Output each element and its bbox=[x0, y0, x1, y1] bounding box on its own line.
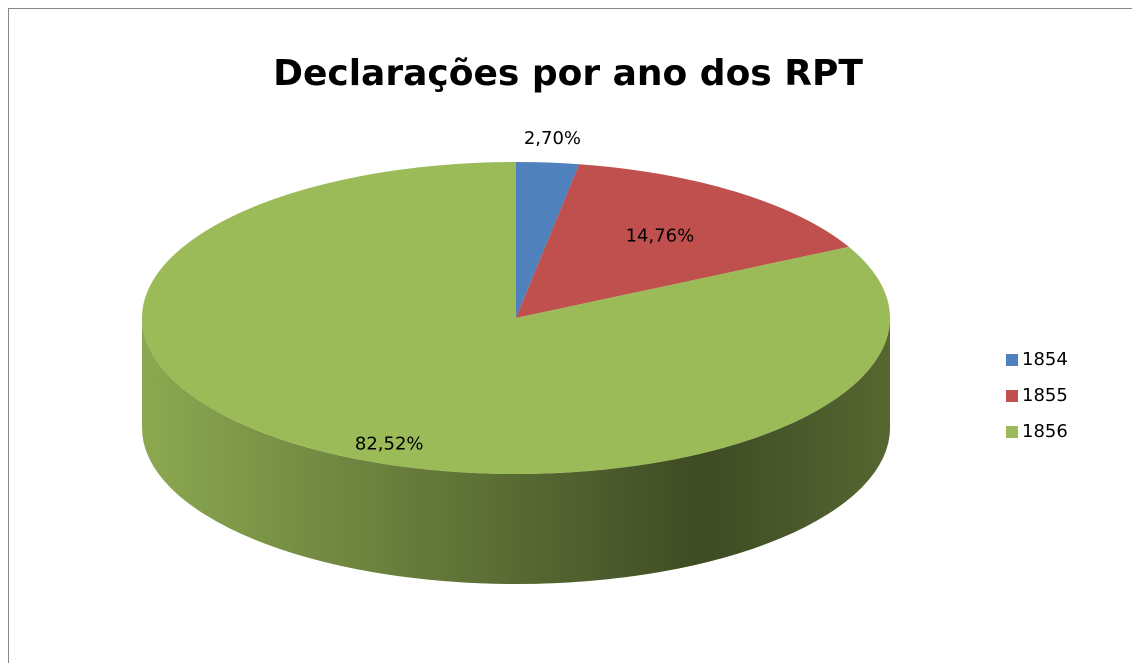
chart-title: Declarações por ano dos RPT bbox=[273, 53, 863, 94]
pie-slice bbox=[516, 164, 849, 318]
data-label: 2,70% bbox=[524, 128, 581, 149]
legend-label: 1854 bbox=[1022, 349, 1068, 370]
legend-swatch bbox=[1006, 354, 1018, 366]
legend-swatch bbox=[1006, 390, 1018, 402]
legend-label: 1856 bbox=[1022, 421, 1068, 442]
legend-label: 1855 bbox=[1022, 385, 1068, 406]
pie-side-shade bbox=[142, 318, 890, 584]
legend-swatch bbox=[1006, 426, 1018, 438]
pie-slice bbox=[516, 162, 580, 318]
pie-slice bbox=[141, 162, 890, 474]
data-label: 82,52% bbox=[355, 434, 424, 455]
data-label: 14,76% bbox=[626, 225, 695, 246]
